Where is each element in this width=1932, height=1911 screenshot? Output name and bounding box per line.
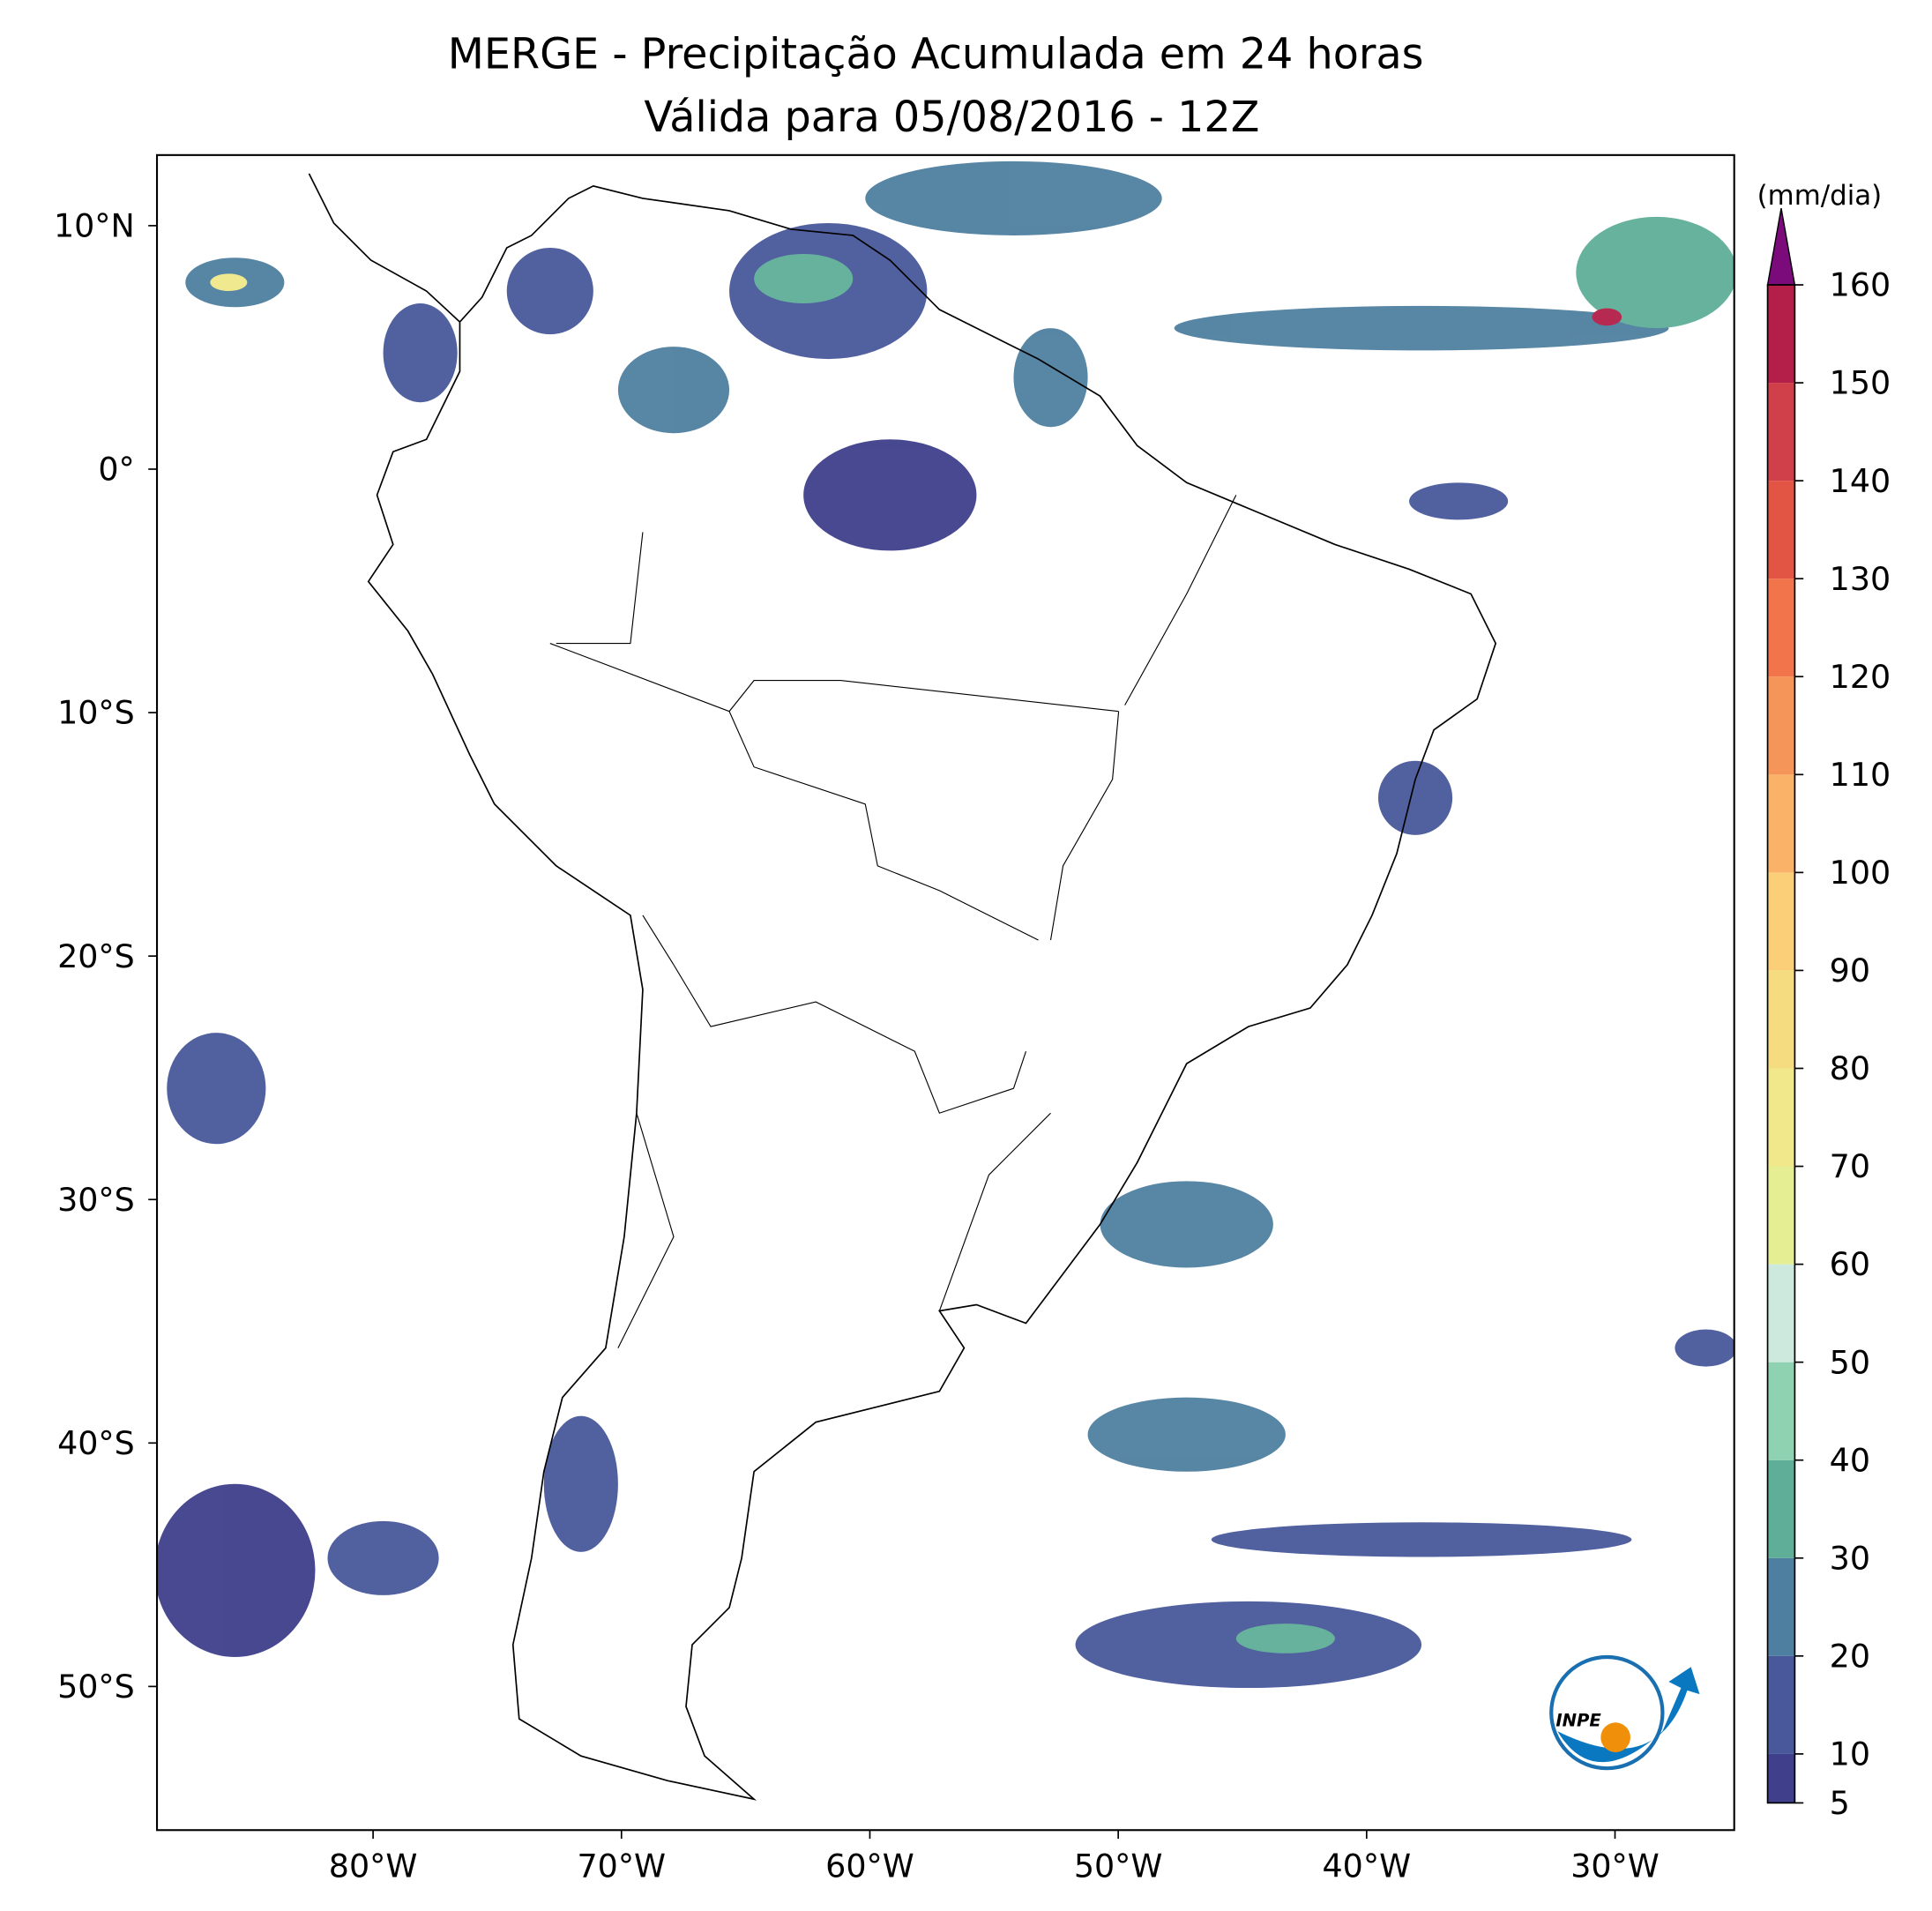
colorbar-tick-label: 120 [1830, 658, 1891, 696]
logo-dot [1600, 1722, 1630, 1752]
colorbar-segment [1767, 1459, 1795, 1558]
rain-area [1211, 1522, 1632, 1557]
colorbar-segment [1767, 1166, 1795, 1265]
rain-area [1576, 216, 1734, 329]
y-tick-label: 30°S [57, 1181, 135, 1219]
colorbar-tick-label: 70 [1830, 1147, 1870, 1185]
rain-area [210, 273, 248, 292]
title: MERGE - Precipitação Acumulada em 24 hor… [448, 31, 1424, 79]
colorbar-extend [1766, 207, 1796, 286]
x-tick-label: 80°W [329, 1848, 418, 1885]
colorbar-segment [1767, 383, 1795, 481]
logo-text: INPE [1555, 1711, 1601, 1731]
colorbar-tick-label: 5 [1830, 1784, 1850, 1822]
rain-area [617, 347, 730, 434]
rain-area [803, 439, 977, 551]
map-area [157, 160, 1734, 1801]
subtitle: Válida para 05/08/2016 - 12Z [644, 93, 1259, 142]
rain-area [1100, 1181, 1273, 1268]
colorbar-segment [1767, 285, 1795, 384]
rain-area [506, 247, 593, 335]
colorbar-segment [1767, 1362, 1795, 1460]
colorbar-tick-label: 90 [1830, 952, 1870, 989]
x-tick-label: 50°W [1074, 1848, 1163, 1885]
rain-area [157, 1483, 316, 1657]
colorbar-segment [1767, 579, 1795, 677]
coastline [308, 173, 1497, 1801]
colorbar-segment [1767, 1655, 1795, 1754]
colorbar-segment [1767, 481, 1795, 579]
rain-area [327, 1520, 439, 1595]
logo-ring [1549, 1654, 1665, 1771]
y-tick-label: 0° [98, 451, 134, 489]
rain-area [754, 253, 854, 304]
rain-area [1377, 760, 1453, 835]
colorbar-tick-label: 10 [1830, 1736, 1870, 1773]
colorbar-tick-label: 110 [1830, 756, 1891, 794]
colorbar-tick-label: 140 [1830, 462, 1891, 500]
colorbar-tick-label: 100 [1830, 854, 1891, 892]
logo-swoosh [1557, 1667, 1700, 1763]
colorbar-frame [1766, 284, 1796, 1804]
colorbar-segment [1767, 1264, 1795, 1362]
rain-area [543, 1415, 618, 1552]
country-borders [549, 495, 1237, 1348]
colorbar-segment [1767, 872, 1795, 971]
map-frame [155, 153, 1735, 1832]
colorbar-tick-label: 40 [1830, 1441, 1870, 1479]
colorbar-tick-label: 60 [1830, 1245, 1870, 1283]
y-tick-label: 10°S [57, 694, 135, 732]
colorbar-segment [1767, 774, 1795, 873]
colorbar-tick-label: 20 [1830, 1637, 1870, 1675]
colorbar-segment [1767, 970, 1795, 1069]
x-tick-label: 40°W [1323, 1848, 1412, 1885]
rain-area [1013, 328, 1088, 428]
x-tick-label: 30°W [1570, 1848, 1660, 1885]
colorbar-segment [1767, 1068, 1795, 1167]
x-tick-label: 60°W [825, 1848, 914, 1885]
rain-area [1592, 308, 1622, 326]
y-tick-label: 20°S [57, 937, 135, 975]
rain-area [1675, 1329, 1734, 1367]
colorbar-tick-label: 30 [1830, 1539, 1870, 1577]
rain-area [1409, 482, 1509, 520]
rain-area [167, 1033, 266, 1145]
colorbar-tick-label: 80 [1830, 1049, 1870, 1087]
rain-area [865, 160, 1162, 235]
colorbar-tick-label: 150 [1830, 364, 1891, 402]
precipitation-fields [157, 160, 1734, 1689]
x-tick-label: 70°W [577, 1848, 666, 1885]
rain-area [1087, 1397, 1286, 1472]
colorbar-tick-label: 130 [1830, 560, 1891, 598]
colorbar-tick-label: 50 [1830, 1343, 1870, 1381]
colorbar-segment [1767, 1557, 1795, 1656]
y-tick-label: 10°N [54, 207, 135, 245]
y-tick-label: 50°S [57, 1668, 135, 1706]
rain-area [1174, 305, 1669, 351]
rain-area [1235, 1624, 1335, 1653]
y-tick-label: 40°S [57, 1424, 135, 1462]
logo: INPE [1549, 1654, 1700, 1771]
colorbar-segment [1767, 1753, 1795, 1803]
rain-area [383, 303, 458, 403]
colorbar-segment [1767, 676, 1795, 775]
colorbar-label: (mm/dia) [1757, 180, 1883, 212]
colorbar-tick-label: 160 [1830, 266, 1891, 304]
